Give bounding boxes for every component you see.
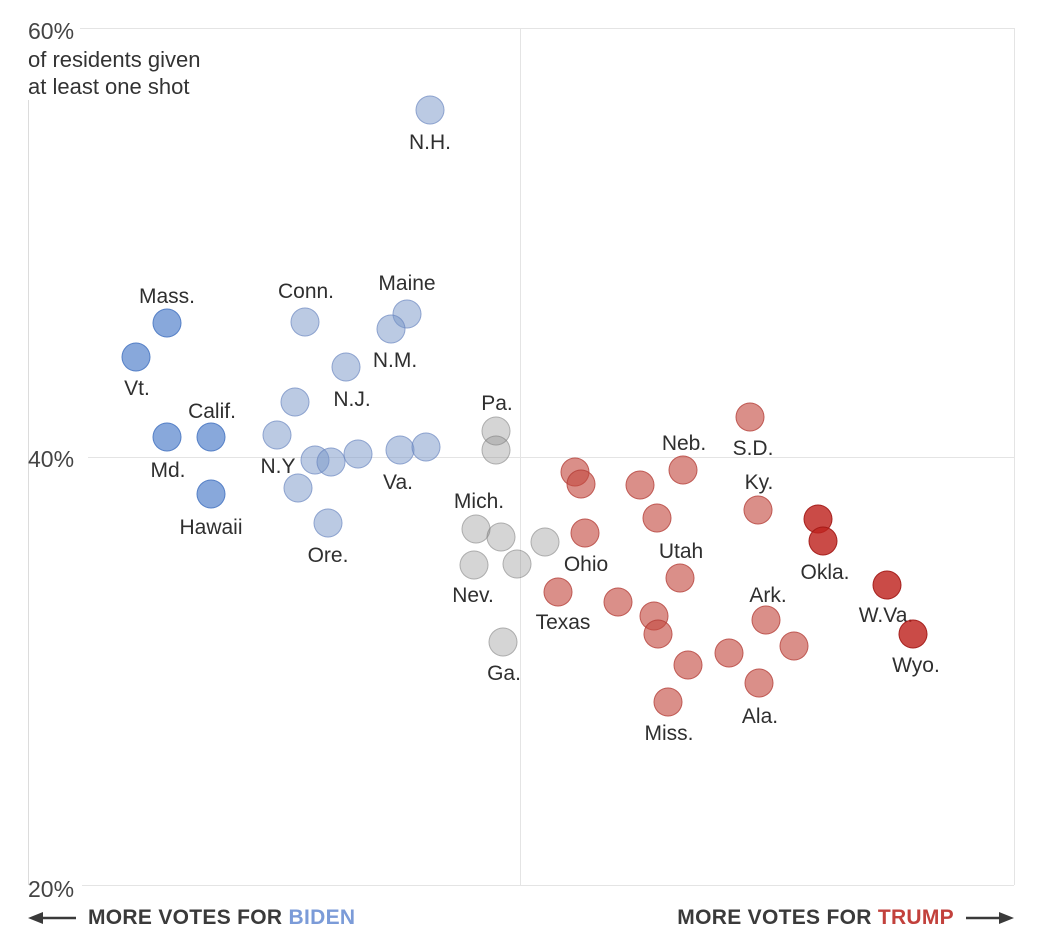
trump-accent-text: TRUMP <box>877 906 954 929</box>
state-label: Wyo. <box>892 654 940 677</box>
gridline-60pct <box>80 28 1014 29</box>
state-dot <box>625 470 655 500</box>
state-dot <box>570 518 600 548</box>
legend-trump: MORE VOTES FOR TRUMP <box>677 906 1014 930</box>
legend-biden: MORE VOTES FOR BIDEN <box>28 906 355 930</box>
state-label: Neb. <box>661 432 707 455</box>
state-dot <box>331 352 361 382</box>
state-label: Mich. <box>453 490 505 513</box>
state-dot <box>642 503 672 533</box>
state-dot <box>411 432 441 462</box>
state-label: Ga. <box>487 662 521 685</box>
state-dot <box>735 402 765 432</box>
y-tick-20: 20% <box>28 876 75 902</box>
state-dot <box>121 342 151 372</box>
x-axis-legend: MORE VOTES FOR BIDEN MORE VOTES FOR TRUM… <box>0 906 1038 938</box>
state-dot <box>283 473 313 503</box>
state-dot <box>290 307 320 337</box>
state-dot <box>502 549 532 579</box>
state-dot <box>751 605 781 635</box>
state-label: Maine <box>378 272 436 295</box>
state-dot <box>280 387 310 417</box>
state-dot <box>196 422 226 452</box>
state-dot <box>543 577 573 607</box>
state-dot <box>461 514 491 544</box>
state-label: N.Y <box>260 455 296 478</box>
state-label: Ohio <box>563 553 609 576</box>
left-arrow-icon <box>28 912 76 924</box>
state-label: Mass. <box>138 285 196 308</box>
state-dot <box>668 455 698 485</box>
state-dot <box>316 447 346 477</box>
y-axis-caption-line2: at least one shot <box>28 74 190 99</box>
plot-right-border <box>1014 28 1015 885</box>
gridline-zero-margin <box>520 28 521 885</box>
state-label: N.M. <box>372 349 418 372</box>
state-dot <box>566 469 596 499</box>
state-dot <box>459 550 489 580</box>
state-label: Vt. <box>124 377 150 400</box>
legend-biden-label: MORE VOTES FOR BIDEN <box>88 906 356 929</box>
y-tick-60: 60% <box>28 18 75 44</box>
state-dot <box>486 522 516 552</box>
state-label: Okla. <box>800 561 850 584</box>
state-label: Utah <box>658 540 704 563</box>
state-label: Pa. <box>481 392 513 415</box>
state-label: Nev. <box>452 584 494 607</box>
state-dot <box>743 495 773 525</box>
state-dot <box>385 435 415 465</box>
state-dot <box>313 508 343 538</box>
gridline-40pct <box>88 457 1014 458</box>
gridline-20pct <box>82 885 1014 886</box>
state-dot <box>779 631 809 661</box>
state-dot <box>481 435 511 465</box>
state-label: S.D. <box>732 437 774 460</box>
biden-accent-text: BIDEN <box>288 906 356 929</box>
state-dot <box>673 650 703 680</box>
state-label: N.H. <box>409 131 451 154</box>
right-arrow-icon <box>966 912 1014 924</box>
state-dot <box>898 619 928 649</box>
state-dot <box>665 563 695 593</box>
state-dot <box>415 95 445 125</box>
state-label: N.J. <box>333 388 371 411</box>
state-dot <box>376 314 406 344</box>
state-dot <box>488 627 518 657</box>
state-label: Miss. <box>644 722 694 745</box>
state-dot <box>262 420 292 450</box>
y-axis-caption-line1: of residents given <box>28 47 201 72</box>
state-label: Texas <box>535 611 591 634</box>
state-label: Hawaii <box>179 516 243 539</box>
state-dot <box>808 526 838 556</box>
state-dot <box>530 527 560 557</box>
state-label: Conn. <box>277 280 335 303</box>
state-label: Ala. <box>741 705 779 728</box>
state-dot <box>653 687 683 717</box>
state-dot <box>714 638 744 668</box>
state-dot <box>152 422 182 452</box>
state-label: Ark. <box>749 584 787 607</box>
state-label: Calif. <box>188 400 236 423</box>
state-label: Ky. <box>744 471 774 494</box>
state-label: Md. <box>150 459 186 482</box>
state-dot <box>343 439 373 469</box>
state-label: Va. <box>383 471 413 494</box>
state-label: W.Va. <box>858 604 914 627</box>
state-dot <box>744 668 774 698</box>
state-dot <box>152 308 182 338</box>
state-dot <box>643 619 673 649</box>
state-dot <box>196 479 226 509</box>
state-label: Ore. <box>307 544 349 567</box>
state-dot <box>603 587 633 617</box>
y-axis-line <box>28 100 29 885</box>
y-tick-40: 40% <box>28 446 75 472</box>
state-dot <box>872 570 902 600</box>
legend-trump-label: MORE VOTES FOR TRUMP <box>677 906 954 929</box>
